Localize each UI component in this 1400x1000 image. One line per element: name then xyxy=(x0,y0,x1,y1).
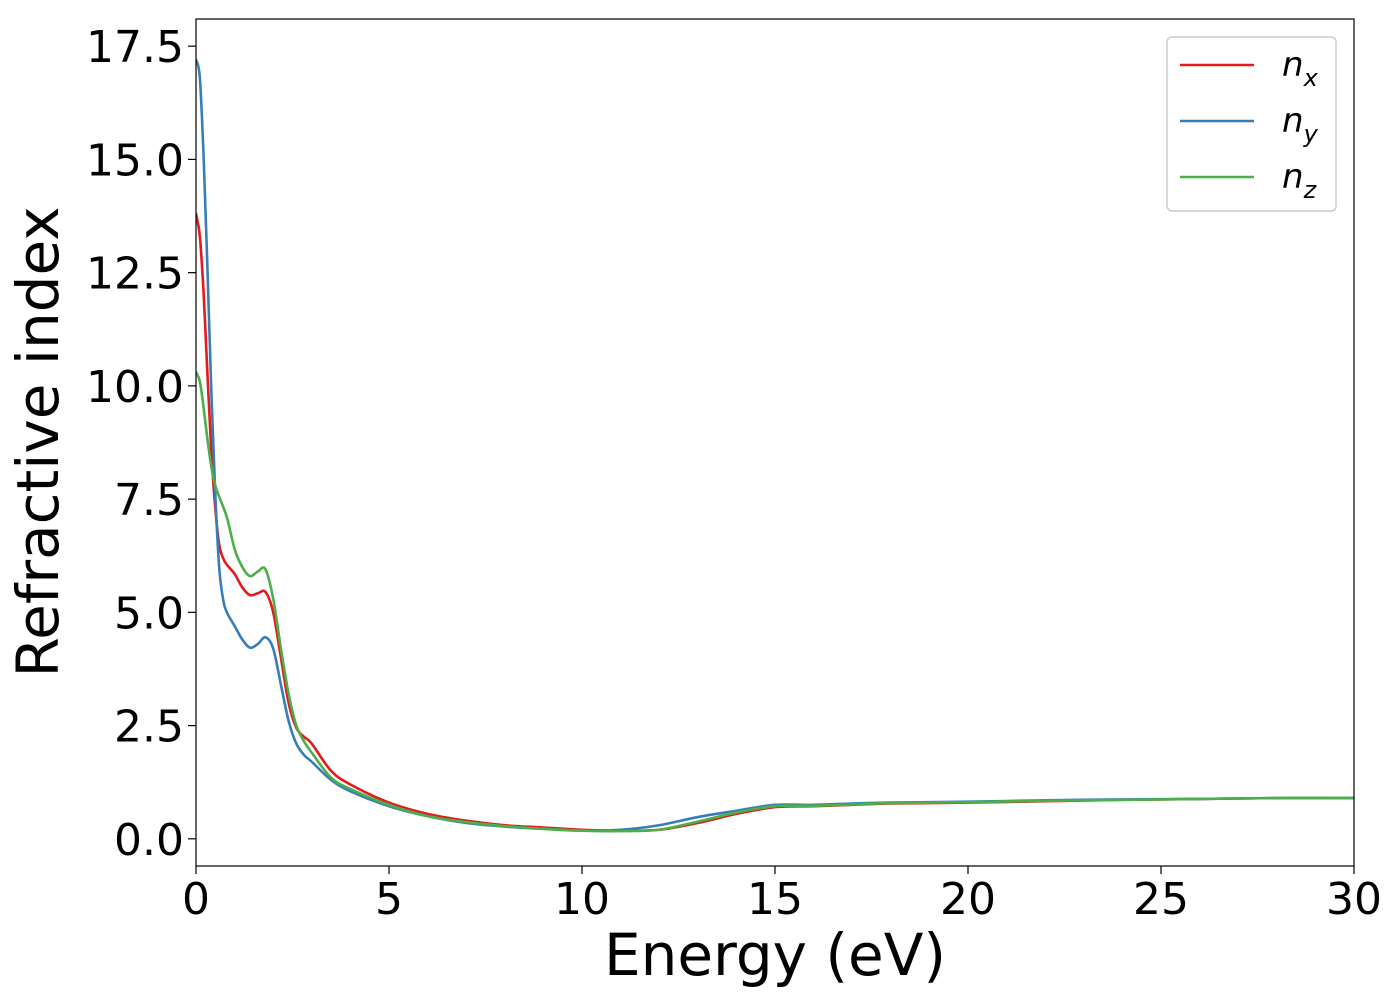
y-axis-ticks: 0.0 2.5 5.0 7.5 10.0 12.5 15.0 17.5 xyxy=(86,22,196,866)
legend-label-subscript: y xyxy=(1303,120,1319,148)
x-axis-title: Energy (eV) xyxy=(604,921,946,989)
legend-box xyxy=(1166,36,1337,212)
y-tick-label: 17.5 xyxy=(86,22,184,73)
y-tick-label: 0.0 xyxy=(114,815,184,866)
x-tick-label: 25 xyxy=(1133,874,1189,925)
y-tick-label: 12.5 xyxy=(86,249,184,300)
y-tick-label: 15.0 xyxy=(86,135,184,186)
legend-label-nz: nz xyxy=(1282,157,1318,204)
legend-label-subscript: x xyxy=(1303,64,1319,92)
x-tick-label: 20 xyxy=(940,874,996,925)
y-tick-label: 7.5 xyxy=(114,475,184,526)
legend-label-subscript: z xyxy=(1303,176,1318,204)
y-tick-label: 10.0 xyxy=(86,362,184,413)
x-axis-ticks: 0 5 10 15 20 25 30 xyxy=(182,866,1382,925)
y-tick-label: 2.5 xyxy=(114,702,184,753)
series-line-nz xyxy=(196,370,1354,833)
legend-label-main: n xyxy=(1282,157,1304,197)
x-tick-label: 15 xyxy=(747,874,803,925)
y-tick-label: 5.0 xyxy=(114,588,184,639)
y-axis-title: Refractive index xyxy=(4,206,72,677)
x-tick-label: 0 xyxy=(182,874,210,925)
x-tick-label: 30 xyxy=(1326,874,1382,925)
legend-label-nx: nx xyxy=(1282,45,1319,92)
x-tick-label: 10 xyxy=(554,874,610,925)
series-layer xyxy=(196,58,1354,833)
legend-label-ny: ny xyxy=(1282,101,1319,148)
legend-label-main: n xyxy=(1282,101,1304,141)
legend-label-main: n xyxy=(1282,45,1304,85)
x-tick-label: 5 xyxy=(375,874,403,925)
